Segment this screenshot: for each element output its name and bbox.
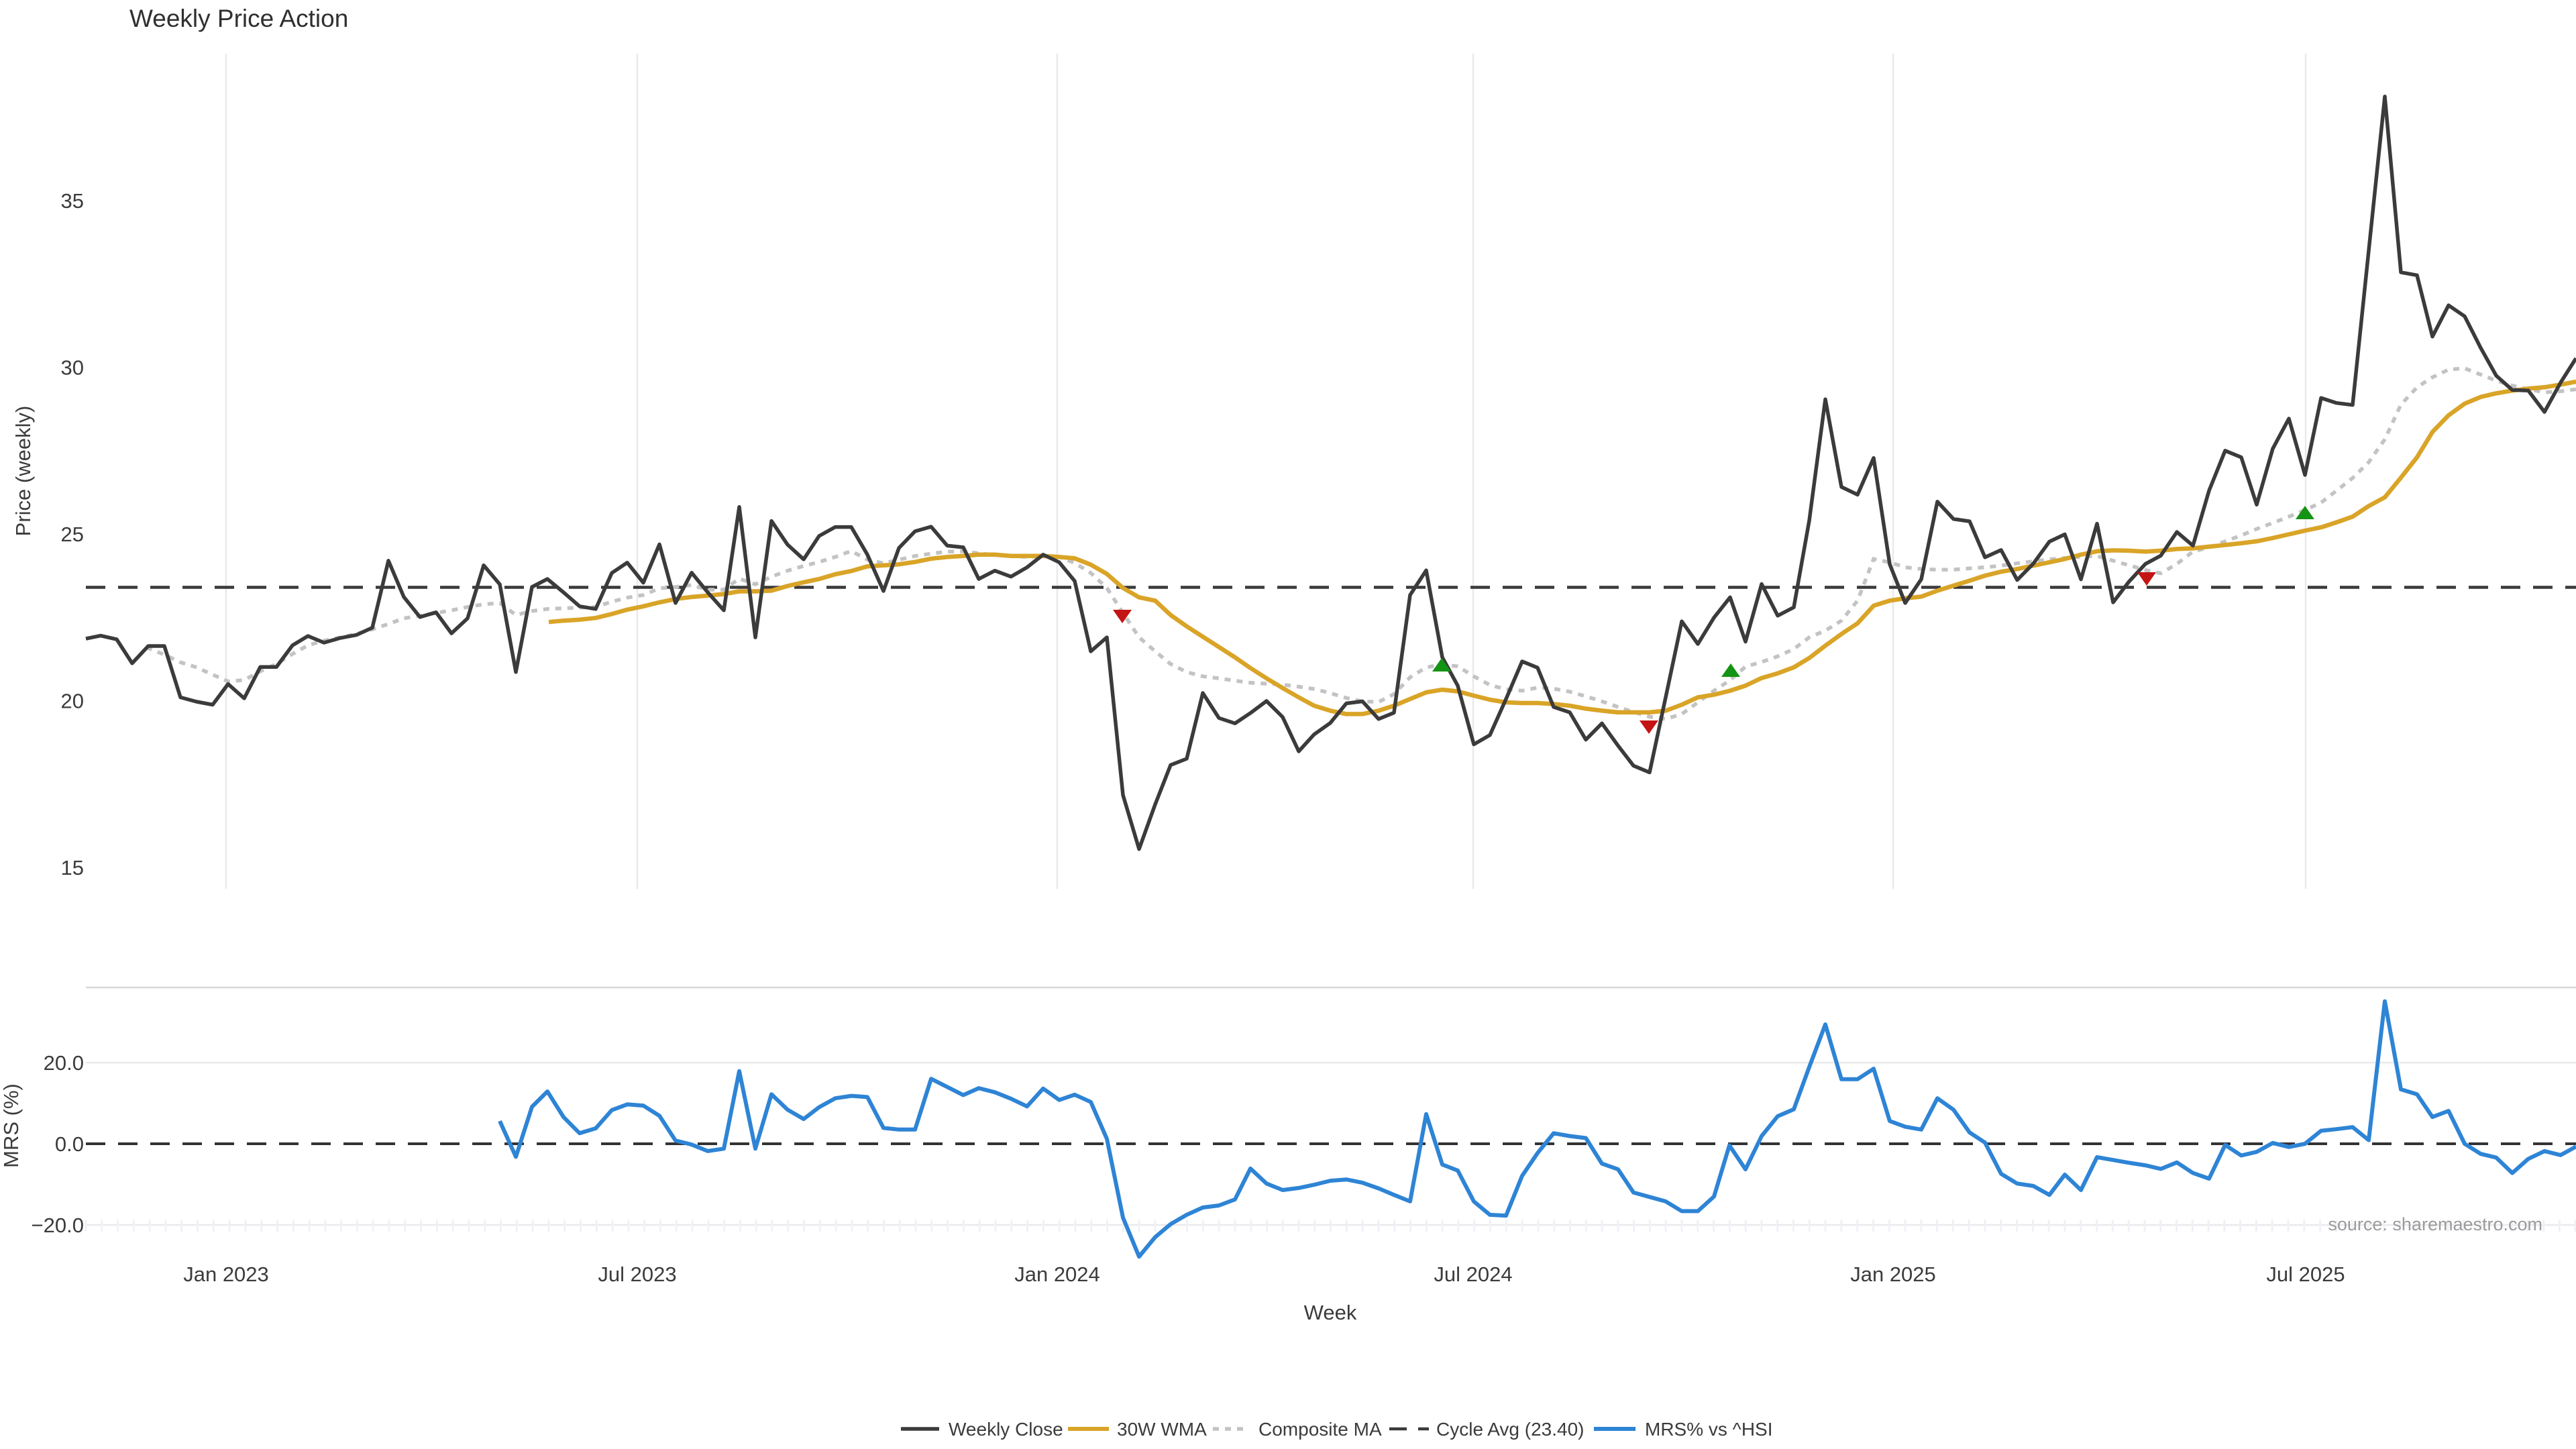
svg-text:Cycle Avg (23.40): Cycle Avg (23.40) <box>1436 1419 1585 1440</box>
svg-text:35: 35 <box>61 189 84 213</box>
svg-text:source: sharemaestro.com: source: sharemaestro.com <box>2328 1214 2542 1234</box>
svg-text:Price (weekly): Price (weekly) <box>11 406 35 537</box>
svg-text:0.0: 0.0 <box>55 1132 84 1156</box>
svg-text:Jan 2025: Jan 2025 <box>1850 1263 1936 1286</box>
svg-text:20: 20 <box>61 690 84 713</box>
svg-text:Jul 2023: Jul 2023 <box>598 1263 676 1286</box>
svg-text:Jan 2024: Jan 2024 <box>1014 1263 1100 1286</box>
svg-text:Jan 2023: Jan 2023 <box>183 1263 269 1286</box>
svg-text:15: 15 <box>61 856 84 879</box>
svg-text:Composite MA: Composite MA <box>1258 1419 1382 1440</box>
svg-text:MRS (%): MRS (%) <box>0 1083 23 1168</box>
svg-text:Week: Week <box>1304 1301 1357 1324</box>
svg-text:30: 30 <box>61 356 84 380</box>
svg-text:Weekly Close: Weekly Close <box>949 1419 1063 1440</box>
svg-text:−20.0: −20.0 <box>32 1214 84 1237</box>
svg-text:MRS% vs ^HSI: MRS% vs ^HSI <box>1645 1419 1773 1440</box>
svg-text:Jul 2024: Jul 2024 <box>1434 1263 1512 1286</box>
svg-text:25: 25 <box>61 523 84 546</box>
svg-text:Weekly Price Action: Weekly Price Action <box>129 5 348 32</box>
svg-text:Jul 2025: Jul 2025 <box>2266 1263 2345 1286</box>
svg-text:30W WMA: 30W WMA <box>1117 1419 1207 1440</box>
svg-text:20.0: 20.0 <box>44 1051 84 1075</box>
